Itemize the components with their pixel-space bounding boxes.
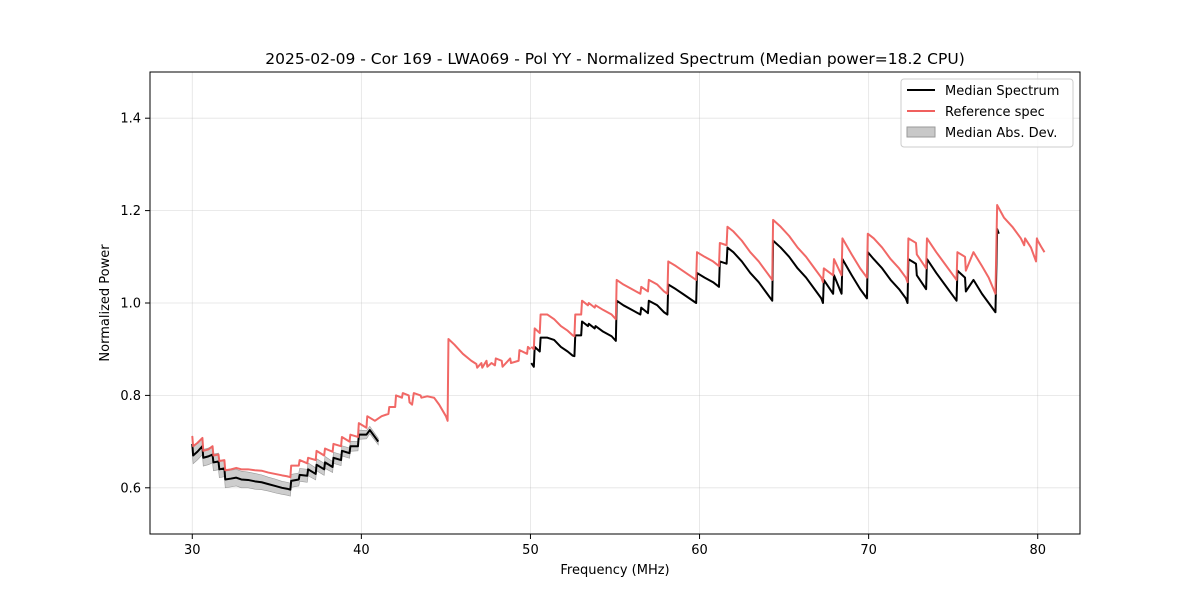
median-spectrum-line: [191, 429, 380, 491]
legend-label-reference: Reference spec: [945, 105, 1045, 120]
x-tick-label: 60: [691, 543, 708, 558]
chart-title: 2025-02-09 - Cor 169 - LWA069 - Pol YY -…: [265, 50, 965, 68]
y-axis: 0.6 0.8 1.0 1.2 1.4: [120, 112, 150, 496]
reference-spectrum-line: [191, 338, 532, 479]
x-axis: 30 40 50 60 70 80: [184, 534, 1046, 558]
legend-box: [900, 78, 1074, 148]
legend-label-mad: Median Abs. Dev.: [945, 126, 1057, 141]
x-tick-label: 50: [522, 543, 539, 558]
legend-label-median: Median Spectrum: [945, 84, 1059, 99]
y-tick-label: 1.4: [120, 112, 141, 127]
reference-spectrum-line: [530, 204, 1046, 351]
y-tick-label: 1.0: [120, 297, 141, 312]
legend-swatch-mad: [906, 126, 936, 138]
y-tick-label: 0.6: [120, 481, 141, 496]
y-tick-label: 1.2: [120, 204, 141, 219]
x-tick-label: 30: [184, 543, 201, 558]
plot-area: [191, 204, 1046, 497]
y-tick-label: 0.8: [120, 389, 141, 404]
x-axis-label: Frequency (MHz): [560, 563, 669, 578]
median-spectrum-line: [530, 228, 1000, 368]
x-tick-label: 40: [353, 543, 370, 558]
y-axis-label: Normalized Power: [98, 244, 113, 362]
x-tick-label: 80: [1029, 543, 1046, 558]
x-tick-label: 70: [860, 543, 877, 558]
legend: Median Spectrum Reference spec Median Ab…: [900, 78, 1074, 148]
